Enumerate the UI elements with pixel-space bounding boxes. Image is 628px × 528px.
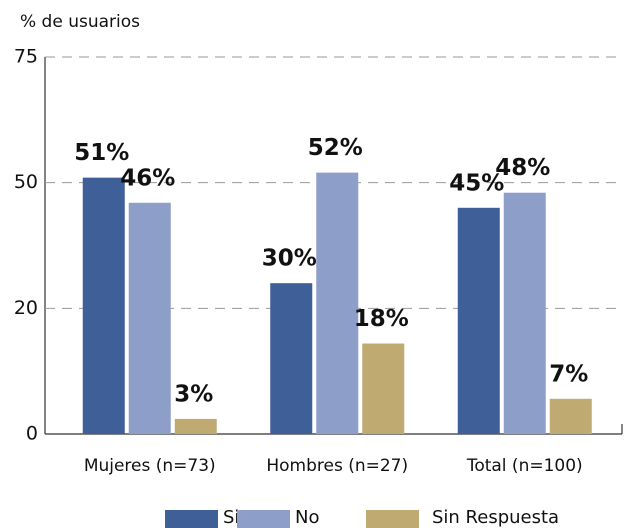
legend-label: Sin Respuesta	[432, 507, 559, 528]
legend-swatch	[165, 510, 218, 528]
legend-swatch	[237, 510, 290, 528]
y-tick-label: 0	[26, 423, 38, 445]
value-label: 18%	[354, 306, 409, 332]
value-label: 52%	[308, 135, 363, 161]
x-tick-label: Mujeres (n=73)	[84, 456, 216, 476]
bar	[503, 192, 546, 434]
bar	[82, 177, 125, 434]
bar	[174, 418, 217, 434]
y-tick-label: 75	[14, 46, 38, 68]
y-tick-label: 50	[14, 171, 38, 193]
y-axis-label: % de usuarios	[20, 12, 140, 32]
legend-label: No	[295, 507, 319, 528]
value-label: 3%	[174, 381, 213, 407]
legend-swatch	[366, 510, 419, 528]
bar	[549, 398, 592, 434]
bar	[316, 172, 359, 434]
bar	[457, 207, 500, 434]
value-label: 51%	[74, 140, 129, 166]
value-label: 45%	[449, 170, 504, 196]
legend-label: Si	[223, 507, 239, 528]
y-tick-label: 20	[14, 297, 38, 319]
bar	[128, 202, 171, 434]
value-label: 48%	[495, 155, 550, 181]
value-label: 46%	[120, 165, 175, 191]
value-label: 7%	[549, 361, 588, 387]
x-tick-label: Hombres (n=27)	[266, 456, 408, 476]
bar	[362, 343, 405, 434]
x-tick-label: Total (n=100)	[466, 456, 583, 476]
value-label: 30%	[262, 246, 317, 272]
bar	[270, 283, 313, 434]
